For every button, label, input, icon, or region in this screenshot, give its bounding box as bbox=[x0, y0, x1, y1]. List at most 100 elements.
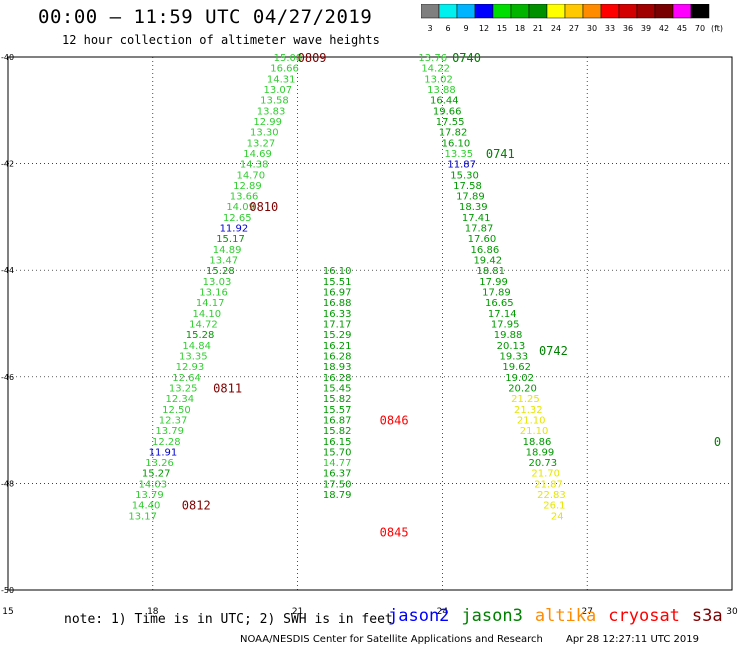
wave-height-label: 14.89 bbox=[213, 245, 242, 256]
timestamp-text: Apr 28 12:27:11 UTC 2019 bbox=[566, 634, 699, 645]
wave-height-label: 18.93 bbox=[323, 362, 352, 373]
wave-height-label: 16.66 bbox=[270, 64, 299, 75]
wave-height-label: 19.62 bbox=[502, 362, 531, 373]
wave-height-label: 17.95 bbox=[491, 320, 520, 331]
legend-s3a: s3a bbox=[691, 606, 723, 626]
x-tick-label: 21 bbox=[292, 607, 303, 617]
wave-height-label: 13.26 bbox=[145, 458, 174, 469]
color-scale-label: 36 bbox=[623, 24, 633, 33]
y-tick-label: -50 bbox=[1, 586, 14, 595]
color-scale-label: 9 bbox=[463, 24, 468, 33]
pass-time-label: 0846 bbox=[380, 413, 409, 427]
wave-height-label: 15.27 bbox=[142, 469, 171, 480]
color-scale-unit: (ft) bbox=[711, 24, 723, 33]
wave-height-label: 15.45 bbox=[323, 383, 352, 394]
wave-height-label: 15.28 bbox=[186, 330, 215, 341]
color-scale-label: 30 bbox=[587, 24, 597, 33]
wave-height-label: 16.28 bbox=[323, 351, 352, 362]
wave-height-label: 15.82 bbox=[323, 426, 352, 437]
wave-height-label: 16.87 bbox=[323, 415, 352, 426]
color-scale-label: 70 bbox=[695, 24, 705, 33]
wave-height-label: 16.10 bbox=[323, 266, 352, 277]
wave-height-label: 21.25 bbox=[511, 394, 540, 405]
wave-height-label: 14.17 bbox=[196, 298, 225, 309]
wave-height-label: 15.17 bbox=[216, 234, 245, 245]
wave-height-label: 19.42 bbox=[473, 256, 502, 267]
wave-height-label: 16.10 bbox=[442, 138, 471, 149]
wave-height-label: 17.89 bbox=[456, 192, 485, 203]
wave-height-label: 13.35 bbox=[444, 149, 473, 160]
color-scale-label: 21 bbox=[533, 24, 543, 33]
wave-height-label: 11.87 bbox=[447, 160, 476, 171]
wave-height-label: 13.47 bbox=[209, 256, 238, 267]
wave-height-label: 14.72 bbox=[189, 320, 218, 331]
plot-frame bbox=[7, 56, 733, 591]
wave-height-label: 16.21 bbox=[323, 341, 352, 352]
y-tick-label: -42 bbox=[1, 160, 14, 169]
wave-height-label: 17.82 bbox=[439, 128, 468, 139]
wave-height-label: 20.73 bbox=[528, 458, 557, 469]
wave-height-label: 21.10 bbox=[517, 415, 546, 426]
y-tick-label: -44 bbox=[1, 266, 14, 275]
wave-height-label: 21.87 bbox=[534, 479, 563, 490]
wave-height-label: 12.65 bbox=[223, 213, 252, 224]
x-tick-label: 15 bbox=[2, 607, 13, 617]
wave-height-label: 14.77 bbox=[323, 458, 352, 469]
wave-height-label: 16.15 bbox=[323, 437, 352, 448]
satellite-legend: jason2 jason3 altika cryosat s3a bbox=[388, 606, 735, 626]
wave-height-label: 12.99 bbox=[253, 117, 282, 128]
credit-text: NOAA/NESDIS Center for Satellite Applica… bbox=[240, 634, 543, 645]
color-scale-label: 33 bbox=[605, 24, 615, 33]
wave-height-label: 18.86 bbox=[523, 437, 552, 448]
wave-height-label: 14.22 bbox=[421, 64, 450, 75]
wave-height-label: 14.38 bbox=[240, 160, 269, 171]
wave-height-label: 13.17 bbox=[128, 511, 157, 522]
wave-height-label: 16.88 bbox=[323, 298, 352, 309]
wave-height-label: 17.58 bbox=[453, 181, 482, 192]
y-tick-label: -46 bbox=[1, 373, 14, 382]
x-tick-label: 30 bbox=[726, 607, 738, 617]
wave-height-label: 17.87 bbox=[465, 224, 494, 235]
wave-height-label: 20.13 bbox=[497, 341, 526, 352]
legend-jason3: jason3 bbox=[461, 606, 523, 626]
wave-height-label: 13.79 bbox=[135, 490, 164, 501]
color-scale-label: 15 bbox=[497, 24, 507, 33]
wave-height-label: 14.10 bbox=[193, 309, 222, 320]
color-scale-label: 18 bbox=[515, 24, 525, 33]
wave-height-label: 12.64 bbox=[172, 373, 201, 384]
wave-height-label: 13.66 bbox=[230, 192, 259, 203]
wave-height-label: 17.60 bbox=[468, 234, 497, 245]
wave-height-label: 21.32 bbox=[514, 405, 543, 416]
wave-height-label: 14.69 bbox=[243, 149, 272, 160]
color-scale-label: 45 bbox=[677, 24, 687, 33]
pass-time-label: 0 bbox=[714, 435, 721, 449]
wave-height-label: 14.09 bbox=[226, 202, 255, 213]
wave-height-label: 16.65 bbox=[485, 298, 514, 309]
x-tick-label: 27 bbox=[581, 607, 592, 617]
pass-time-label: 0741 bbox=[486, 147, 515, 161]
wave-height-label: 18.81 bbox=[476, 266, 505, 277]
wave-height-label: 16.33 bbox=[323, 309, 352, 320]
wave-height-label: 12.89 bbox=[233, 181, 262, 192]
wave-height-label: 13.27 bbox=[247, 138, 276, 149]
wave-height-label: 26.1 bbox=[543, 501, 565, 512]
wave-height-label: 20.20 bbox=[508, 383, 537, 394]
wave-height-label: 14.31 bbox=[267, 74, 296, 85]
x-tick-label: 18 bbox=[147, 607, 159, 617]
wave-height-label: 14.03 bbox=[138, 479, 167, 490]
wave-height-label: 17.99 bbox=[479, 277, 508, 288]
wave-height-label: 13.76 bbox=[418, 53, 447, 64]
wave-height-label: 18.99 bbox=[526, 447, 555, 458]
pass-time-label: 0811 bbox=[213, 381, 242, 395]
color-swatch bbox=[690, 4, 710, 19]
wave-height-label: 16.97 bbox=[323, 288, 352, 299]
wave-height-label: 11.92 bbox=[220, 224, 249, 235]
wave-height-label: 19.66 bbox=[433, 106, 462, 117]
wave-height-label: 15.30 bbox=[450, 170, 479, 181]
pass-time-label: 0740 bbox=[452, 51, 481, 65]
wave-height-label: 11.91 bbox=[149, 447, 178, 458]
wave-height-label: 12.28 bbox=[152, 437, 181, 448]
wave-height-label: 17.14 bbox=[488, 309, 517, 320]
legend-altika: altika bbox=[534, 606, 597, 626]
wave-height-label: 18.79 bbox=[323, 490, 352, 501]
